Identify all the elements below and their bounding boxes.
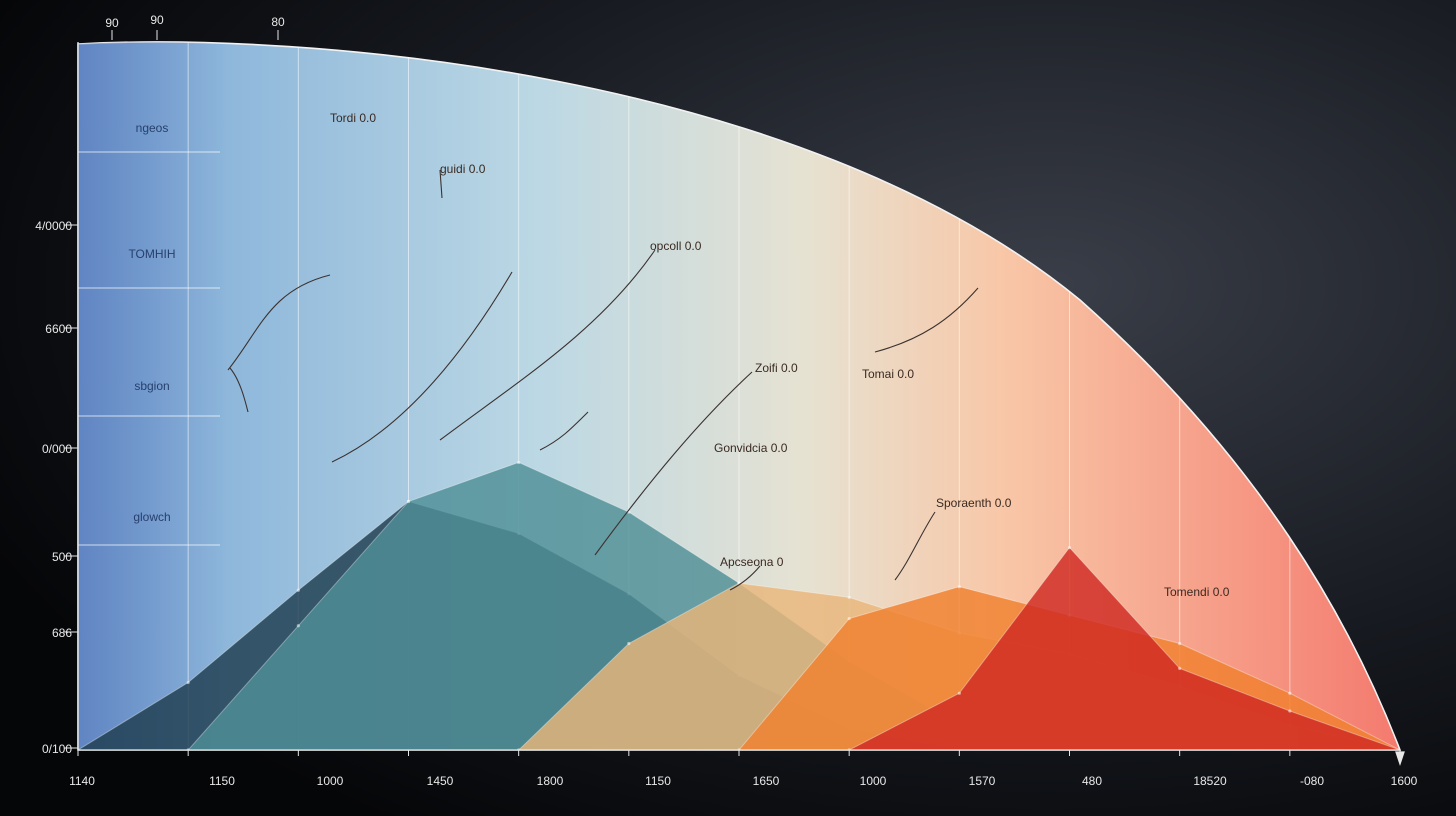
y-tick-label: 4/0000 xyxy=(35,219,72,233)
x-tick-label: -080 xyxy=(1300,774,1324,788)
top-tick-label: 90 xyxy=(105,16,119,30)
leader-line xyxy=(439,169,443,199)
data-point xyxy=(296,588,300,592)
leader-line xyxy=(229,367,249,413)
leader-line xyxy=(594,371,753,556)
x-tick-marks xyxy=(77,750,1401,756)
x-tick-label: 1650 xyxy=(753,774,780,788)
band-label: TOMHIH xyxy=(128,247,175,261)
left-shade xyxy=(78,42,228,750)
y-tick-label: 686 xyxy=(52,626,72,640)
data-point xyxy=(186,680,190,685)
x-tick-label: 18520 xyxy=(1193,774,1227,788)
x-tick-label: 1000 xyxy=(317,774,344,788)
annotation-label: Tomai 0.0 xyxy=(862,367,914,381)
top-tick-label: 90 xyxy=(150,13,164,27)
y-tick-label: 6600 xyxy=(45,322,72,336)
annotation-label: guidi 0.0 xyxy=(440,162,486,176)
data-point xyxy=(406,499,411,504)
annotation-label: Zoifi 0.0 xyxy=(755,361,798,375)
x-tick-label: 480 xyxy=(1082,774,1102,788)
annotation-label: Tordi 0.0 xyxy=(330,111,376,125)
leader-line xyxy=(439,249,656,441)
data-point xyxy=(1398,748,1400,750)
annotation-label: Apcseona 0 xyxy=(720,555,784,569)
series-area xyxy=(848,546,1400,750)
leader-line xyxy=(894,511,936,581)
data-point xyxy=(78,748,80,750)
band-label: sbgion xyxy=(134,379,169,393)
leader-line xyxy=(539,411,589,451)
data-point xyxy=(1288,691,1292,695)
annotation-label: Tomendi 0.0 xyxy=(1164,585,1230,599)
data-point xyxy=(1288,709,1292,713)
leader-line xyxy=(227,274,331,371)
data-point xyxy=(737,748,741,750)
annotation-label: Sporaenth 0.0 xyxy=(936,496,1012,510)
top-tick-label: 80 xyxy=(271,15,285,29)
data-point xyxy=(1178,641,1182,646)
series-layer xyxy=(78,460,1400,750)
data-point xyxy=(517,748,521,750)
x-tick-label: 1150 xyxy=(645,774,671,788)
annotation-label: Gonvidcia 0.0 xyxy=(714,441,788,455)
annotation-leaders xyxy=(227,169,979,591)
x-tick-label: 1800 xyxy=(537,774,564,788)
x-tick-label: 1140 xyxy=(69,774,95,788)
data-point xyxy=(296,624,300,628)
leader-line xyxy=(331,271,513,463)
x-tick-label: 1570 xyxy=(969,774,996,788)
band-label: ngeos xyxy=(136,121,169,135)
y-tick-label: 500 xyxy=(52,550,72,564)
leader-line xyxy=(874,287,979,353)
data-point xyxy=(957,585,961,589)
band-label: glowch xyxy=(133,510,170,524)
y-tick-marks xyxy=(64,224,78,749)
data-point xyxy=(847,595,851,599)
band-dividers xyxy=(78,151,220,546)
x-tick-label: 1600 xyxy=(1391,774,1418,788)
data-point xyxy=(1067,546,1072,550)
data-point xyxy=(517,460,521,465)
data-point xyxy=(957,691,961,695)
x-tick-label: 1450 xyxy=(427,774,454,788)
data-point xyxy=(847,617,851,621)
top-tick-marks xyxy=(111,30,279,40)
data-point xyxy=(627,641,631,646)
data-point xyxy=(1178,666,1182,670)
x-tick-label: 1000 xyxy=(860,774,887,788)
leader-line xyxy=(729,565,761,591)
y-tick-label: 0/000 xyxy=(42,442,72,456)
y-tick-label: 0/100 xyxy=(42,742,72,756)
data-point xyxy=(186,748,190,750)
x-tick-label: 1150 xyxy=(209,774,235,788)
data-point xyxy=(847,748,851,750)
annotation-label: opcoll 0.0 xyxy=(650,239,702,253)
